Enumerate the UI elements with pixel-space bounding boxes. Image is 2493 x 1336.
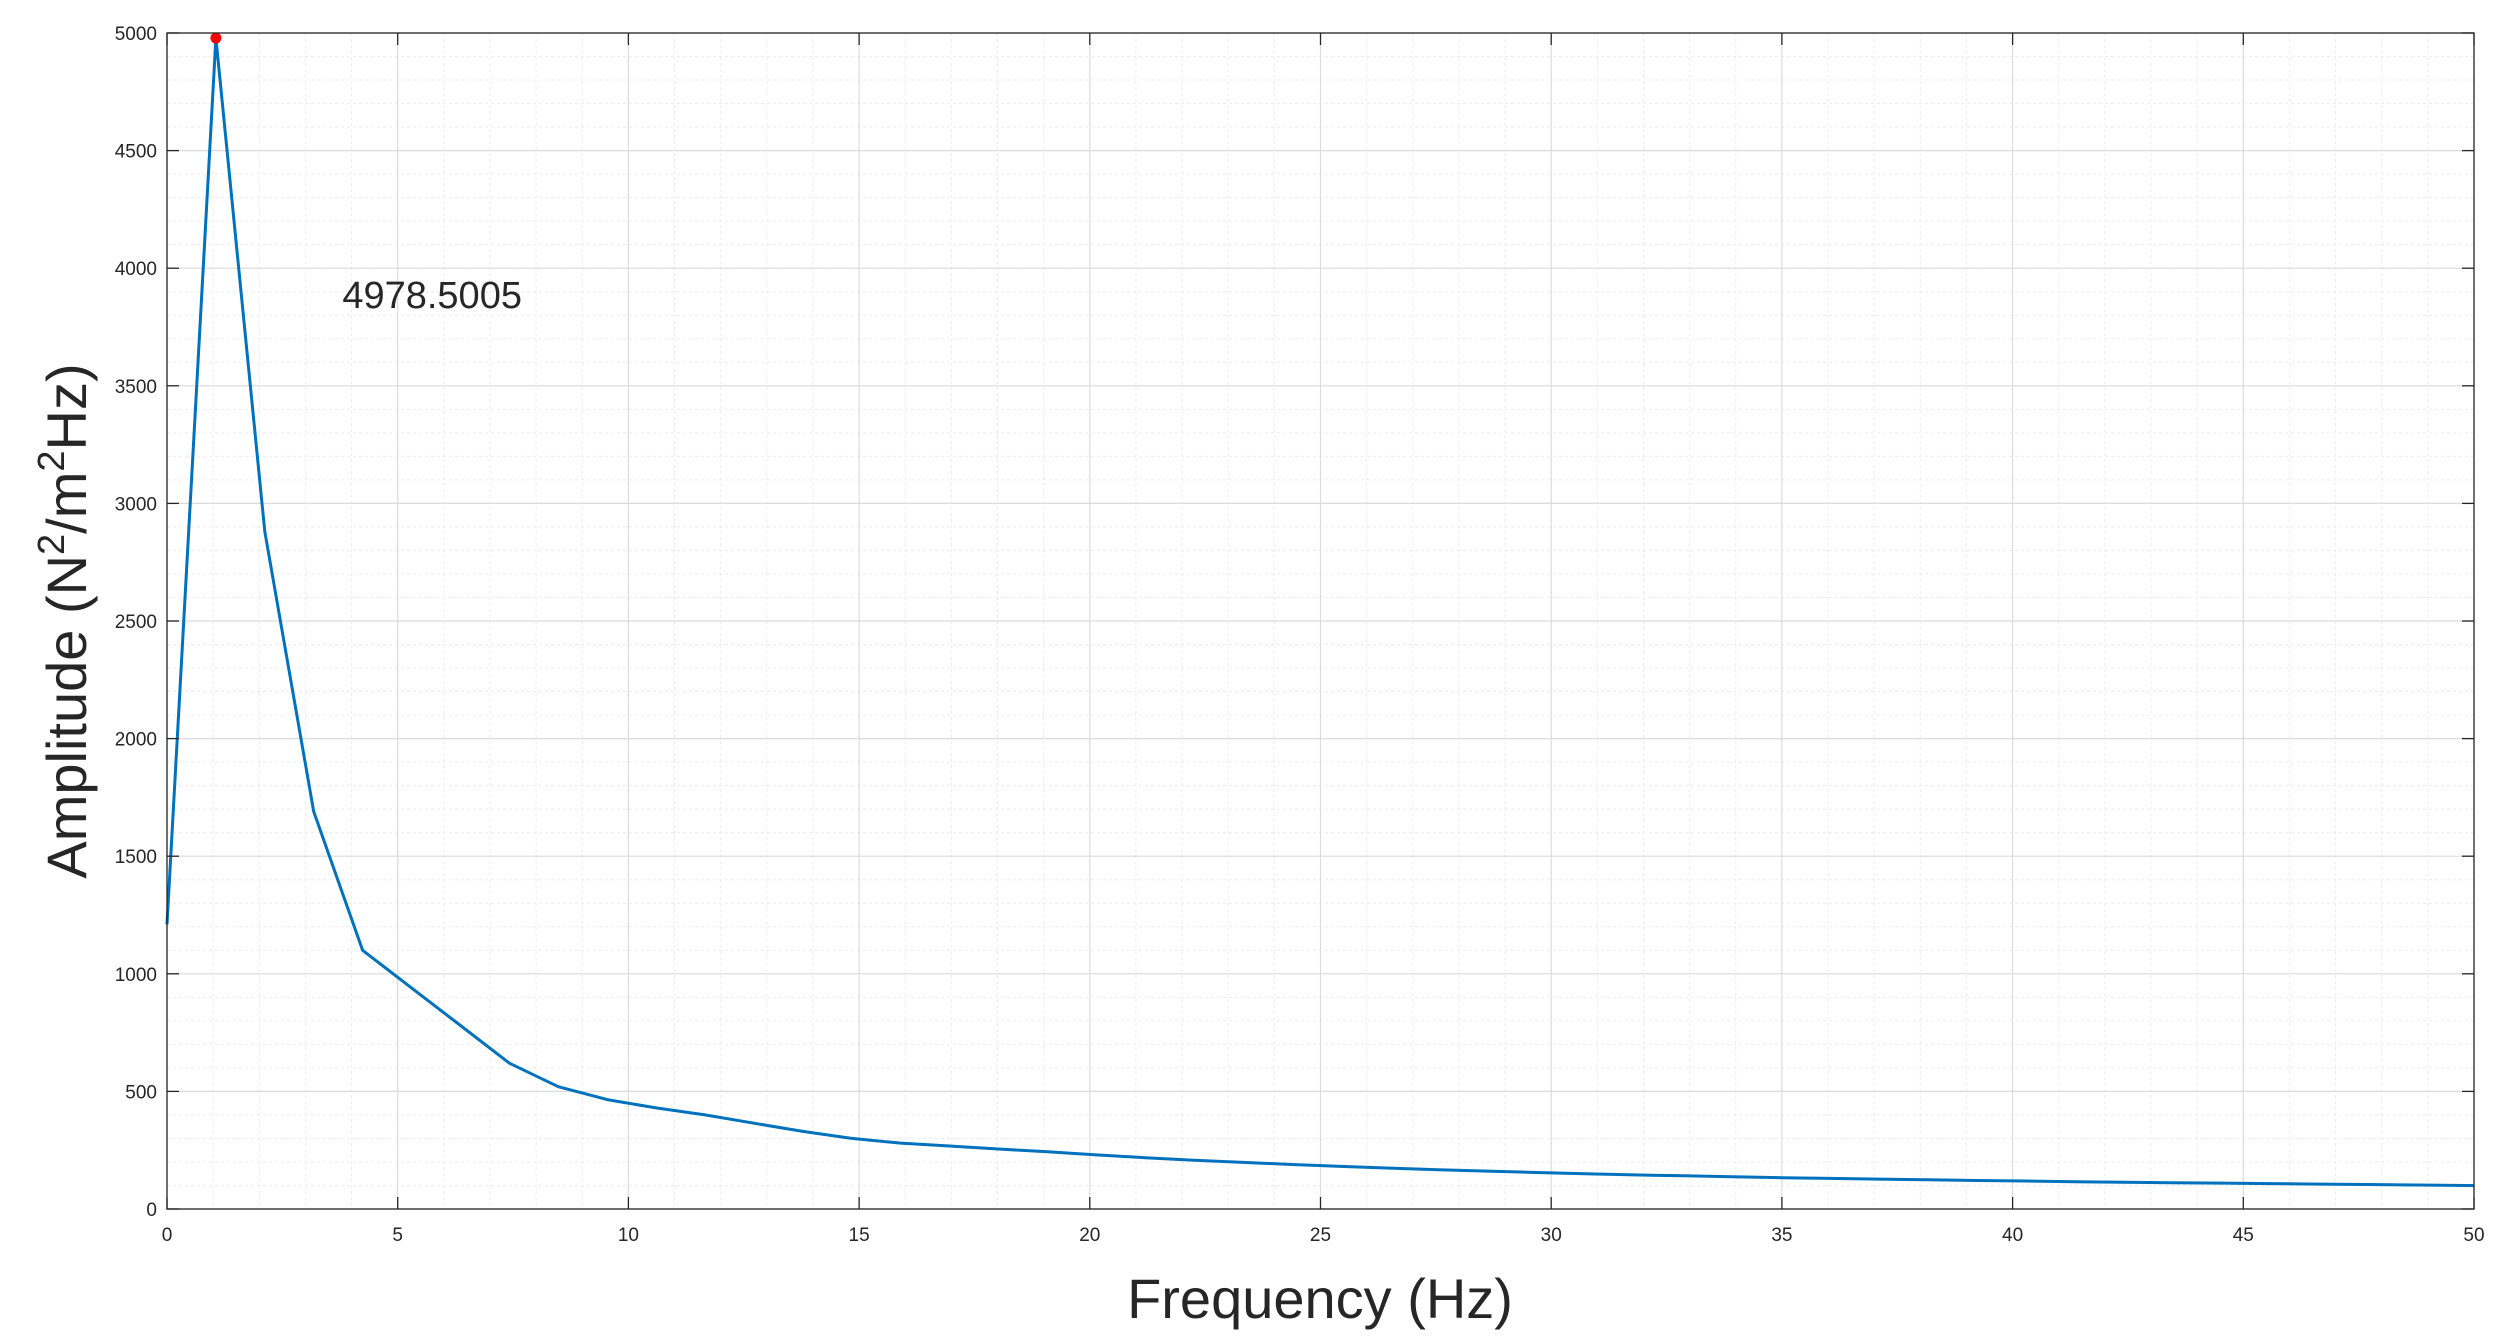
y-tick-label: 1000 [115,965,157,986]
x-tick-labels: 0 5 10 15 20 25 30 35 40 45 50 [162,1225,2485,1246]
x-tick-label: 0 [162,1225,173,1246]
x-tick-label: 40 [2002,1225,2023,1246]
y-tick-labels: 0 500 1000 1500 2000 2500 3000 3500 4000 4500 5000 [115,24,157,1221]
y-tick-label: 2000 [115,730,157,751]
y-axis-title-superscript-1: 2 [31,534,73,555]
y-tick-label: 4500 [115,142,157,163]
y-tick-label: 5000 [115,24,157,45]
series-line [165,36,2474,1187]
x-tick-label: 15 [849,1225,870,1246]
x-axis-title: Frequency (Hz) [1127,1267,1513,1330]
y-axis-title-part-3: Hz) [35,363,98,450]
y-tick-label: 500 [125,1082,157,1103]
y-tick-label: 3500 [115,377,157,398]
peak-marker [210,32,222,44]
x-tick-label: 20 [1079,1225,1100,1246]
y-tick-label: 0 [146,1200,157,1221]
y-axis-title-part-1: Amplitude (N [35,555,98,879]
y-axis-title-superscript-2: 2 [31,450,73,471]
x-tick-label: 30 [1541,1225,1562,1246]
y-tick-label: 2500 [115,612,157,633]
series-layer [165,32,2474,1187]
peak-value-annotation: 4978.5005 [342,275,522,317]
tick-marks [166,32,2475,1210]
y-axis-title-part-2: /m [35,472,98,534]
y-tick-label: 1500 [115,847,157,868]
y-axis-title: Amplitude (N2/m2Hz) [31,363,98,878]
x-tick-label: 5 [392,1225,403,1246]
x-tick-label: 50 [2463,1225,2484,1246]
x-tick-label: 35 [1771,1225,1792,1246]
y-tick-label: 3000 [115,494,157,515]
x-tick-label: 45 [2233,1225,2254,1246]
x-tick-label: 10 [618,1225,639,1246]
y-tick-label: 4000 [115,259,157,280]
x-tick-label: 25 [1310,1225,1331,1246]
